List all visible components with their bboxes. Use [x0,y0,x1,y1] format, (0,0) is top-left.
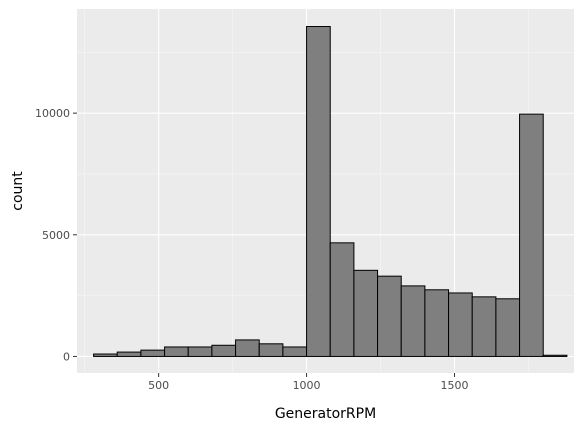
histogram-bar [448,292,473,357]
histogram-bar [116,351,142,357]
histogram-bars [93,26,568,357]
histogram-bar [519,113,544,357]
y-tick-label: 0 [63,350,70,363]
histogram-bar [329,242,355,357]
histogram-bar [164,346,189,357]
x-tick-label: 1500 [440,379,468,392]
x-tick-label: 1000 [293,379,321,392]
y-tick-label: 10000 [35,107,70,120]
histogram-bar [187,346,213,357]
histogram-bar [400,285,426,357]
histogram-bar [542,354,568,357]
y-tick-label: 5000 [42,229,70,242]
x-axis-ticks: 500 1000 1500 [148,373,468,392]
histogram-bar [258,343,284,357]
histogram-bar [424,289,450,357]
histogram-bar [377,275,402,357]
y-axis-title: count [10,171,26,211]
histogram-bar [471,296,497,357]
histogram-bar [495,298,521,357]
histogram-bar [306,26,331,357]
histogram-bar [211,344,237,357]
x-tick-label: 500 [148,379,169,392]
y-axis-ticks: 0 5000 10000 [35,107,77,363]
histogram-bar [282,346,308,357]
histogram-bar [235,339,260,357]
histogram-bar [93,353,118,357]
histogram-bar [140,349,166,357]
histogram-bar [353,269,379,357]
x-axis-title: GeneratorRPM [275,406,376,422]
